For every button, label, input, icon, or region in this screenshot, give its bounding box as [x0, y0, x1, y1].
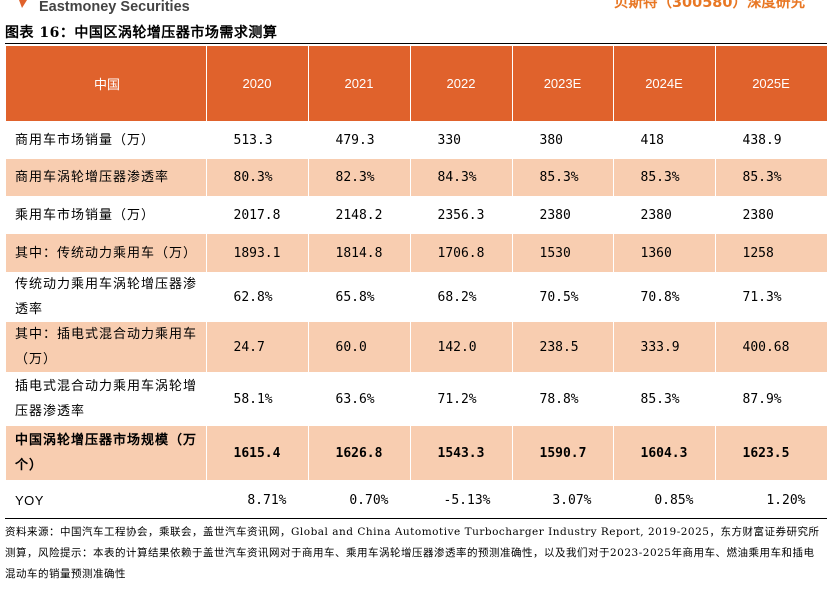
table-cell: 24.7	[206, 322, 309, 372]
table-row: 其中：插电式混合动力乘用车（万） 24.7 60.0 142.0 238.5 3…	[6, 322, 827, 372]
table-cell: 2148.2	[308, 196, 411, 234]
column-header: 2021	[308, 46, 411, 121]
table-cell: 1530	[512, 234, 614, 272]
row-label: 中国涡轮增压器市场规模（万个）	[6, 426, 207, 480]
table-cell: 1626.8	[308, 426, 411, 480]
table-cell: 71.3%	[715, 272, 827, 322]
table-row: 传统动力乘用车涡轮增压器渗透率 62.8% 65.8% 68.2% 70.5% …	[6, 272, 827, 322]
table-cell: 1258	[715, 234, 827, 272]
column-header: 2022	[410, 46, 513, 121]
table-cell: 87.9%	[715, 372, 827, 426]
table-cell: -5.13%	[410, 480, 513, 520]
table-cell: 84.3%	[410, 159, 513, 196]
row-label: 商用车涡轮增压器渗透率	[6, 159, 207, 196]
table-cell: 85.3%	[613, 372, 716, 426]
table-cell: 1615.4	[206, 426, 309, 480]
table-row: 插电式混合动力乘用车涡轮增压器渗透率 58.1% 63.6% 71.2% 78.…	[6, 372, 827, 426]
table-cell: 1893.1	[206, 234, 309, 272]
table-cell: 71.2%	[410, 372, 513, 426]
report-header-title: 贝斯特（300580）深度研究	[613, 0, 805, 11]
table-cell: 2356.3	[410, 196, 513, 234]
row-label: 商用车市场销量（万）	[6, 121, 207, 159]
column-header: 2020	[206, 46, 309, 121]
table-cell: 1604.3	[613, 426, 716, 480]
column-header: 2025E	[715, 46, 827, 121]
table-cell: 1706.8	[410, 234, 513, 272]
table-row: YOY 8.71% 0.70% -5.13% 3.07% 0.85% 1.20%	[6, 480, 827, 520]
table-cell: 1.20%	[715, 480, 827, 520]
table-cell: 63.6%	[308, 372, 411, 426]
table-cell: 65.8%	[308, 272, 411, 322]
table-row: 商用车市场销量（万） 513.3 479.3 330 380 418 438.9	[6, 121, 827, 159]
table-cell: 2017.8	[206, 196, 309, 234]
title-divider	[5, 43, 827, 44]
table-cell: 60.0	[308, 322, 411, 372]
table-cell: 85.3%	[613, 159, 716, 196]
brand-name: Eastmoney Securities	[39, 0, 190, 15]
row-label: 其中：传统动力乘用车（万）	[6, 234, 207, 272]
table-cell: 1814.8	[308, 234, 411, 272]
table-cell: 418	[613, 121, 716, 159]
table-cell: 238.5	[512, 322, 614, 372]
table-cell: 438.9	[715, 121, 827, 159]
table-row: 商用车涡轮增压器渗透率 80.3% 82.3% 84.3% 85.3% 85.3…	[6, 159, 827, 196]
table-cell: 1360	[613, 234, 716, 272]
table-cell: 2380	[512, 196, 614, 234]
row-label: 插电式混合动力乘用车涡轮增压器渗透率	[6, 372, 207, 426]
table-header-row: 中国 2020 2021 2022 2023E 2024E 2025E	[6, 46, 827, 121]
table-cell: 70.8%	[613, 272, 716, 322]
table-cell: 68.2%	[410, 272, 513, 322]
table-cell: 85.3%	[512, 159, 614, 196]
row-label: 乘用车市场销量（万）	[6, 196, 207, 234]
table-cell: 513.3	[206, 121, 309, 159]
table-cell: 3.07%	[512, 480, 614, 520]
row-label: 传统动力乘用车涡轮增压器渗透率	[6, 272, 207, 322]
table-row: 乘用车市场销量（万） 2017.8 2148.2 2356.3 2380 238…	[6, 196, 827, 234]
table-cell: 80.3%	[206, 159, 309, 196]
column-header: 中国	[6, 46, 207, 121]
table-cell: 82.3%	[308, 159, 411, 196]
row-label: 其中：插电式混合动力乘用车（万）	[6, 322, 207, 372]
table-cell: 1623.5	[715, 426, 827, 480]
table-row: 其中：传统动力乘用车（万） 1893.1 1814.8 1706.8 1530 …	[6, 234, 827, 272]
table-cell: 62.8%	[206, 272, 309, 322]
table-cell: 380	[512, 121, 614, 159]
table-bottom-divider	[5, 518, 827, 519]
table-cell: 142.0	[410, 322, 513, 372]
table-cell: 0.85%	[613, 480, 716, 520]
table-cell: 0.70%	[308, 480, 411, 520]
table-cell: 1590.7	[512, 426, 614, 480]
table-cell: 70.5%	[512, 272, 614, 322]
source-note: 资料来源：中国汽车工程协会，乘联会，盖世汽车资讯网，Global and Chi…	[5, 526, 820, 580]
column-header: 2024E	[613, 46, 716, 121]
table-cell: 58.1%	[206, 372, 309, 426]
table-row: 中国涡轮增压器市场规模（万个） 1615.4 1626.8 1543.3 159…	[6, 426, 827, 480]
table-cell: 78.8%	[512, 372, 614, 426]
table-cell: 85.3%	[715, 159, 827, 196]
table-cell: 1543.3	[410, 426, 513, 480]
row-label: YOY	[6, 480, 207, 520]
table-cell: 2380	[613, 196, 716, 234]
table-cell: 2380	[715, 196, 827, 234]
figure-title: 图表 16：中国区涡轮增压器市场需求测算	[5, 25, 278, 41]
column-header: 2023E	[512, 46, 614, 121]
table-cell: 479.3	[308, 121, 411, 159]
table-cell: 400.68	[715, 322, 827, 372]
table-cell: 8.71%	[206, 480, 309, 520]
turbocharger-demand-table: 中国 2020 2021 2022 2023E 2024E 2025E 商用车市…	[6, 46, 827, 520]
table-cell: 330	[410, 121, 513, 159]
eastmoney-logo-icon	[19, 0, 27, 8]
table-cell: 333.9	[613, 322, 716, 372]
